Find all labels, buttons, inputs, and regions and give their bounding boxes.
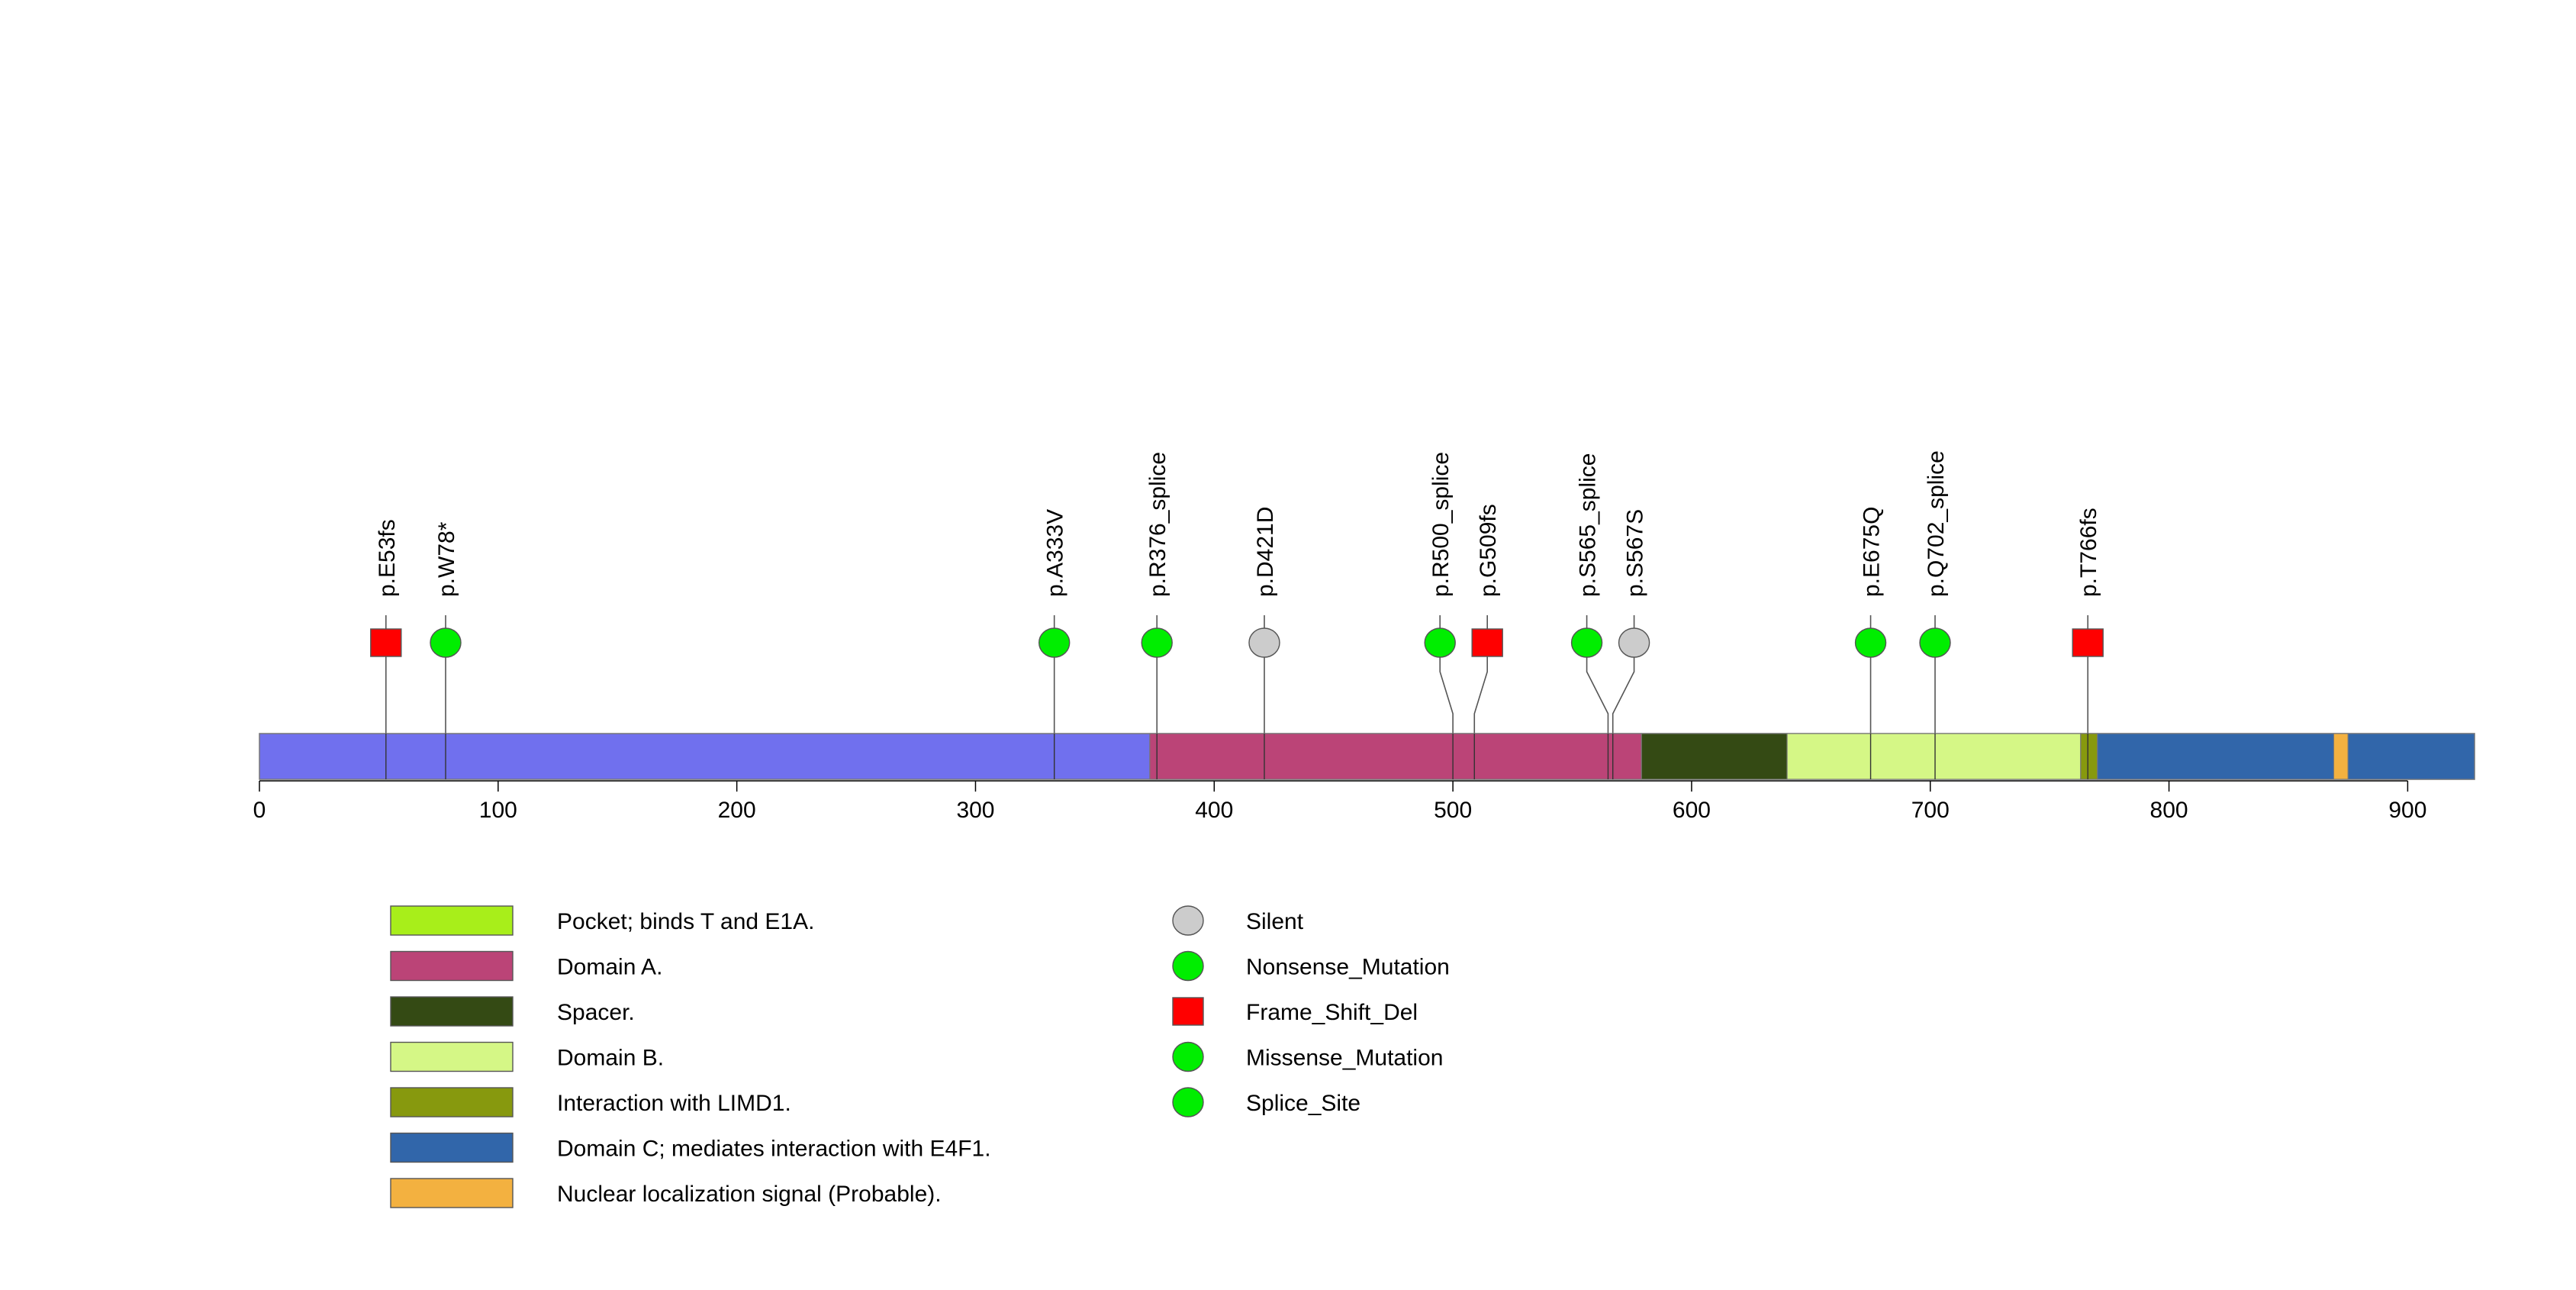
silent-marker [1248,627,1280,658]
domain-legend-swatch [390,996,514,1027]
x-axis-tick-label: 100 [479,798,517,823]
mutation-label: p.S567S [1623,509,1648,597]
x-axis-tick-label: 800 [2150,798,2188,823]
domain-legend-swatch [390,905,514,936]
x-axis: 0 100 200 300 400 500 600 700 800 900 [253,780,2426,823]
protein-track [259,733,2475,780]
type-legend-circle [1172,1087,1204,1117]
domain-block [2080,733,2098,780]
x-axis-tick-label: 0 [253,798,266,823]
type-legend-circle [1172,950,1204,982]
type-legend-circle [1172,1041,1204,1072]
type-legend-label: Silent [1246,909,1304,934]
mutation-labels: p.E53fs p.W78* p.A333V p.R376_splice p.D421D… [375,450,2101,597]
silent-marker [1618,627,1650,658]
domain-legend-swatch [390,1178,514,1208]
x-axis-tick-label: 600 [1673,798,1711,823]
frame-shift-marker [2072,628,2104,657]
domain-legend: Pocket; binds T and E1A. Domain A. Spacer.… [390,905,991,1208]
mutation-type-legend: Silent Nonsense_Mutation Frame_Shift_Del Mi… [1172,905,1450,1117]
mutation-marker [1424,627,1456,658]
domain-block [1149,733,1642,780]
domain-legend-swatch [390,950,514,982]
mutation-label: p.Q702_splice [1924,450,1949,597]
domain-legend-swatch [390,1132,514,1163]
x-axis-tick-label: 900 [2388,798,2426,823]
frame-shift-marker [1471,628,1503,657]
mutation-marker [1854,627,1887,658]
mutation-label: p.D421D [1253,507,1278,597]
mutation-marker [1038,627,1071,658]
domain-block [1641,733,1788,780]
x-axis-tick-label: 200 [718,798,756,823]
domain-block [2097,733,2475,780]
mutation-label: p.T766fs [2076,508,2101,597]
mutation-label: p.G509fs [1476,504,1501,597]
type-legend-label: Missense_Mutation [1246,1046,1443,1071]
mutation-label: p.A333V [1043,509,1068,597]
x-axis-tick-label: 400 [1195,798,1233,823]
x-axis-tick-label: 700 [1911,798,1950,823]
type-legend-label: Splice_Site [1246,1091,1360,1116]
mutation-label: p.R376_splice [1145,452,1170,597]
type-legend-label: Frame_Shift_Del [1246,1000,1418,1025]
domain-legend-label: Domain B. [557,1046,664,1071]
type-legend-label: Nonsense_Mutation [1246,955,1450,980]
domain-legend-label: Interaction with LIMD1. [557,1091,791,1116]
mutation-marker [1141,627,1173,658]
type-legend-circle [1172,905,1204,936]
type-legend-square [1172,997,1204,1026]
mutation-label: p.R500_splice [1428,452,1454,597]
mutation-marker [1570,627,1603,658]
mutation-marker [1919,627,1951,658]
domain-legend-swatch [390,1041,514,1072]
x-axis-tick-label: 500 [1434,798,1472,823]
mutation-markers [370,627,2104,658]
domain-block [2333,733,2349,780]
mutation-marker [430,627,462,658]
frame-shift-marker [370,628,402,657]
mutation-label: p.E53fs [375,519,400,597]
domain-legend-label: Domain A. [557,955,662,980]
x-axis-tick-label: 300 [956,798,994,823]
domain-block [1786,733,2082,780]
domain-legend-label: Pocket; binds T and E1A. [557,909,814,934]
domain-legend-swatch [390,1087,514,1117]
mutation-label: p.W78* [434,521,459,597]
mutation-label: p.S565_splice [1576,453,1601,597]
mutation-label: p.E675Q [1860,507,1885,597]
domain-legend-label: Nuclear localization signal (Probable). [557,1182,942,1207]
domain-legend-label: Domain C; mediates interaction with E4F1… [557,1137,991,1162]
domain-legend-label: Spacer. [557,1000,635,1025]
